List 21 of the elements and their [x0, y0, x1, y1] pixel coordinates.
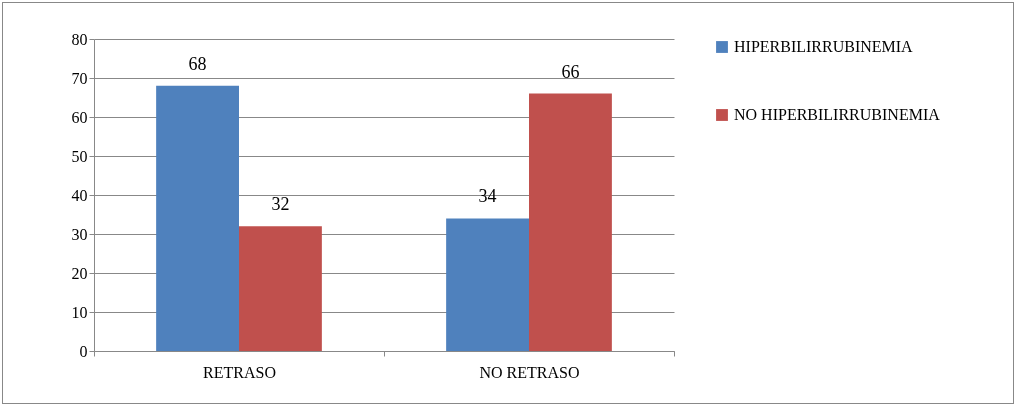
- y-tick-label: 50: [71, 147, 88, 165]
- y-tick-label: 30: [71, 225, 88, 243]
- y-tick-label: 70: [71, 69, 88, 87]
- data-label: 32: [271, 194, 290, 215]
- data-label: 34: [478, 186, 497, 207]
- y-tick-label: 20: [71, 264, 88, 282]
- y-tick-label: 60: [71, 108, 88, 126]
- legend-label: NO HIPERBILIRRUBINEMIA: [734, 106, 941, 123]
- y-tick-label: 10: [71, 303, 88, 321]
- data-label: 66: [561, 61, 580, 82]
- y-tick-label: 0: [79, 342, 88, 360]
- x-tick-label: NO RETRASO: [479, 363, 580, 381]
- bar: [239, 226, 322, 351]
- legend-label: HIPERBILIRRUBINEMIA: [734, 38, 914, 55]
- y-tick-label: 80: [71, 30, 88, 48]
- x-tick-label: RETRASO: [203, 363, 276, 381]
- y-tick-label: 40: [71, 186, 88, 204]
- bar: [156, 85, 239, 351]
- bar: [529, 93, 612, 351]
- data-label: 68: [188, 53, 207, 74]
- bar: [446, 218, 529, 351]
